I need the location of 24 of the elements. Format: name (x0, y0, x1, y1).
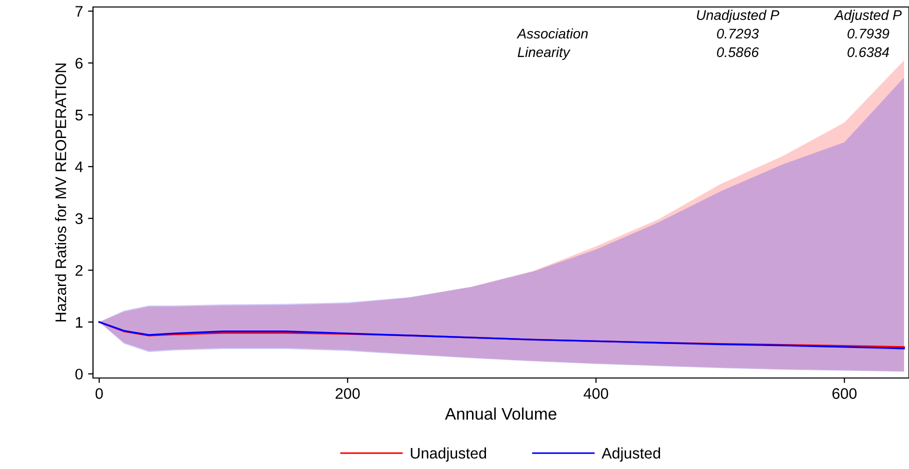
y-tick-label: 6 (76, 58, 83, 69)
x-tick-label: 0 (96, 388, 103, 399)
annotation: 0.5866 (717, 47, 759, 58)
annotation: 0.7293 (717, 28, 759, 39)
y-tick-label: 1 (76, 317, 83, 328)
y-tick-label: 3 (75, 213, 83, 224)
y-tick-label: 5 (75, 110, 83, 120)
annotation: Association (516, 28, 588, 39)
y-tick-label: 0 (75, 368, 83, 380)
annotation: 0.6384 (848, 47, 889, 58)
annotation: Unadjusted P (696, 10, 780, 23)
annotation: 0.7939 (848, 28, 890, 39)
annotation: Adjusted P (834, 10, 902, 23)
legend-label: Adjusted (602, 447, 660, 462)
y-axis-title: Hazard Ratios for MV REOPERATION (54, 64, 66, 322)
x-tick-label: 600 (832, 388, 857, 399)
y-tick-label: 4 (75, 162, 83, 172)
x-tick-label: 200 (336, 388, 360, 399)
y-tick-label: 2 (76, 265, 83, 276)
legend-label: Unadjusted (410, 447, 486, 462)
y-tick-label: 7 (76, 6, 83, 17)
annotation: Linearity (518, 46, 571, 60)
x-axis-title: Annual Volume (444, 408, 556, 420)
x-tick-label: 400 (584, 388, 608, 399)
